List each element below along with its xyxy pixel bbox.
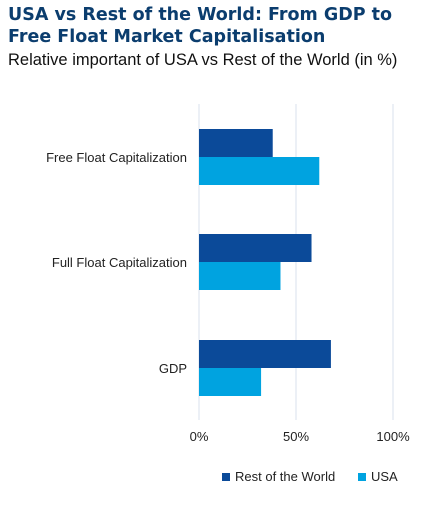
bar-usa bbox=[199, 262, 281, 290]
category-label: GDP bbox=[159, 361, 187, 376]
legend-label: USA bbox=[371, 469, 398, 484]
legend-label: Rest of the World bbox=[235, 469, 336, 484]
bar-rest-of-world bbox=[199, 129, 273, 157]
x-tick-label: 100% bbox=[376, 429, 410, 444]
legend-swatch bbox=[358, 472, 366, 481]
category-label: Free Float Capitalization bbox=[46, 150, 187, 165]
bar-rest-of-world bbox=[199, 234, 312, 262]
legend-item: USA bbox=[358, 469, 398, 484]
x-tick-label: 50% bbox=[283, 429, 309, 444]
legend-swatch bbox=[222, 472, 230, 481]
x-tick-label: 0% bbox=[190, 429, 209, 444]
category-label: Full Float Capitalization bbox=[52, 255, 187, 270]
bar-rest-of-world bbox=[199, 340, 331, 368]
chart-legend: Rest of the World USA bbox=[0, 469, 436, 489]
chart-subtitle: Relative important of USA vs Rest of the… bbox=[8, 51, 398, 69]
bar-usa bbox=[199, 368, 262, 396]
chart-title: USA vs Rest of the World: From GDP to Fr… bbox=[8, 5, 393, 47]
legend-item: Rest of the World bbox=[222, 469, 335, 484]
bar-usa bbox=[199, 157, 320, 185]
